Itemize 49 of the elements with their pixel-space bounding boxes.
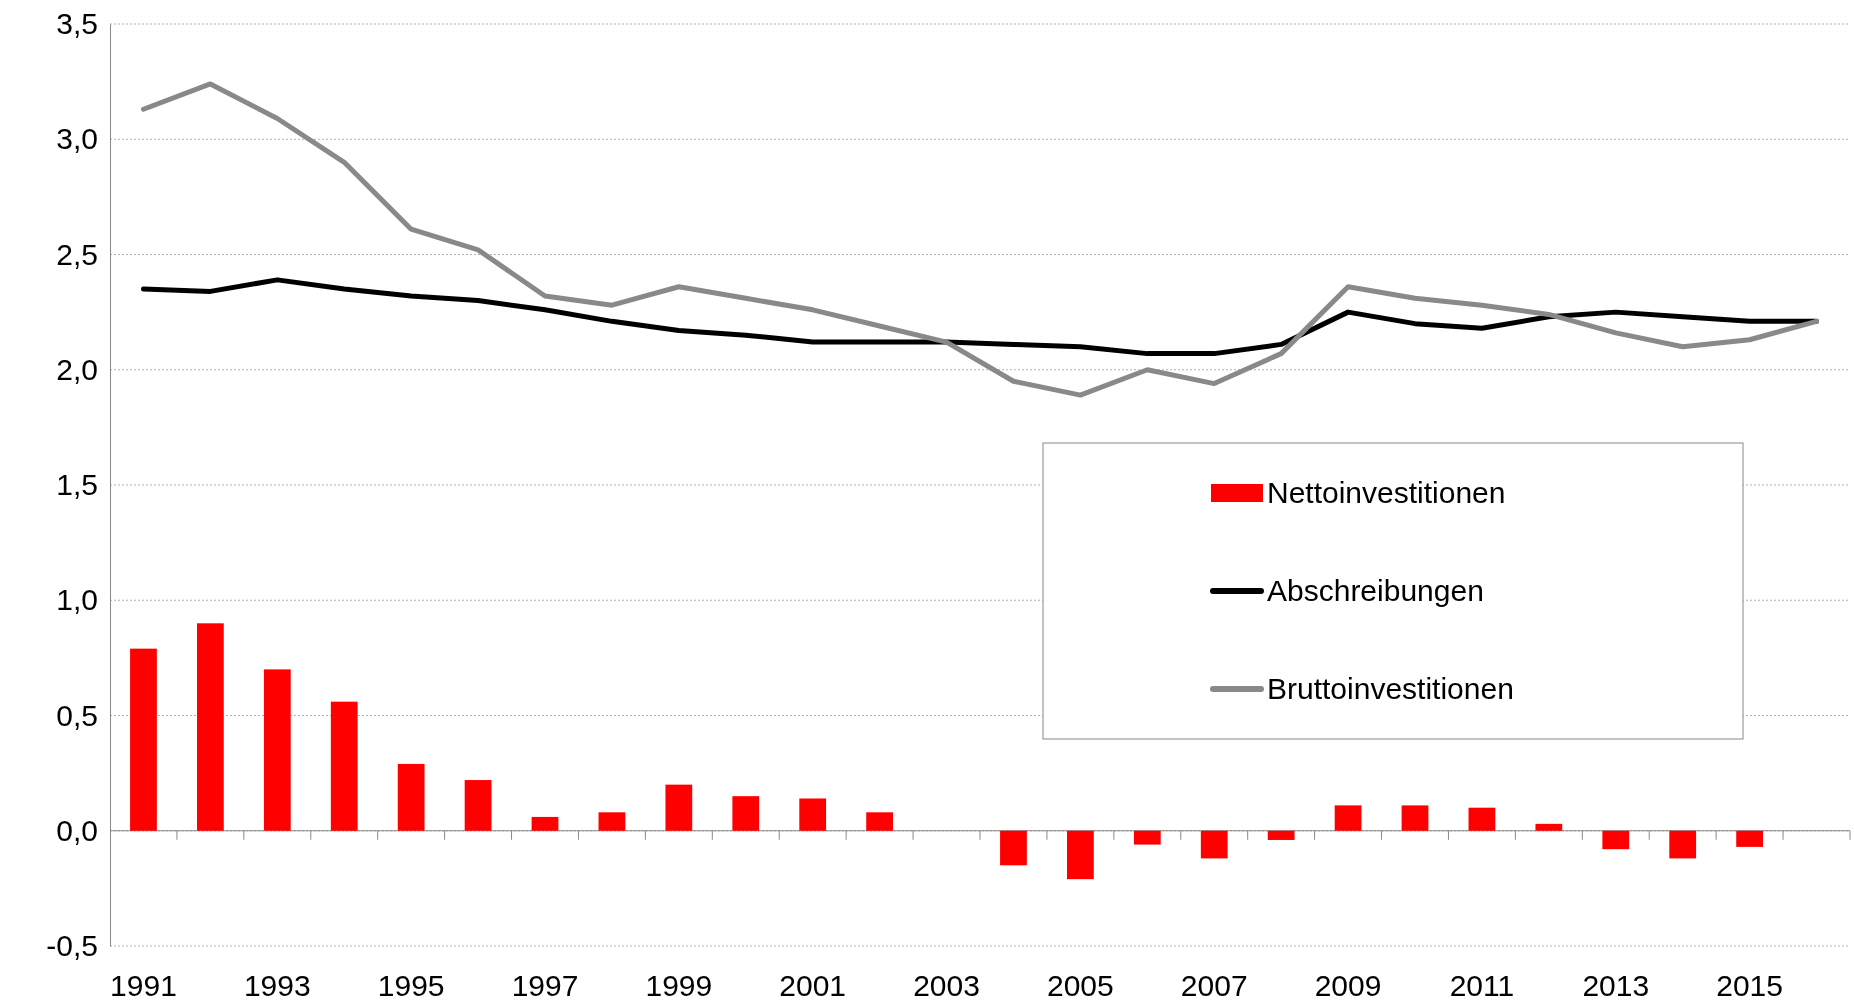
bar xyxy=(1535,823,1563,831)
bar xyxy=(397,763,425,831)
bar xyxy=(197,623,224,831)
bar xyxy=(1133,830,1161,845)
bar xyxy=(732,796,760,831)
bar xyxy=(1602,830,1630,850)
legend-label: Abschreibungen xyxy=(1267,574,1484,607)
bar xyxy=(1468,807,1496,831)
y-tick-label: 1,0 xyxy=(56,583,98,617)
bar xyxy=(1669,830,1697,859)
bar xyxy=(1334,805,1362,831)
legend-label: Nettoinvestitionen xyxy=(1267,476,1506,509)
x-tick-label: 2005 xyxy=(1047,969,1114,1002)
x-tick-label: 2013 xyxy=(1582,969,1650,1002)
y-tick-label: 0,5 xyxy=(56,698,98,732)
bar xyxy=(464,780,492,831)
bar xyxy=(1401,805,1429,831)
x-tick-label: 2003 xyxy=(913,969,980,1002)
bar xyxy=(665,784,693,831)
legend-label: Bruttoinvestitionen xyxy=(1267,672,1514,705)
bar xyxy=(531,816,559,831)
x-tick-label: 2015 xyxy=(1716,969,1783,1002)
bar xyxy=(330,701,358,831)
bar xyxy=(598,812,626,831)
x-tick-label: 2001 xyxy=(779,969,847,1002)
y-tick-label: 2,0 xyxy=(56,352,98,386)
bar xyxy=(1000,830,1027,866)
y-tick-label: -0,5 xyxy=(46,929,98,963)
y-tick-label: 2,5 xyxy=(56,237,98,271)
bar xyxy=(799,798,827,831)
x-tick-label: 2007 xyxy=(1180,969,1248,1002)
x-tick-label: 1993 xyxy=(243,969,311,1002)
x-tick-label: 2011 xyxy=(1449,969,1515,1002)
bar xyxy=(1067,830,1094,880)
bar xyxy=(1736,830,1763,847)
y-tick-label: 3,0 xyxy=(56,122,98,156)
bar xyxy=(1200,830,1228,859)
x-tick-label: 1991 xyxy=(110,969,177,1002)
bar xyxy=(263,669,291,831)
bar xyxy=(1267,830,1295,840)
y-tick-label: 1,5 xyxy=(56,468,98,502)
x-tick-label: 1999 xyxy=(645,969,713,1002)
y-tick-label: 3,5 xyxy=(56,7,98,41)
bar xyxy=(866,812,893,831)
x-tick-label: 1997 xyxy=(511,969,579,1002)
bar xyxy=(130,648,157,831)
x-tick-label: 1995 xyxy=(377,969,445,1002)
y-tick-label: 0,0 xyxy=(56,813,98,847)
x-tick-label: 2009 xyxy=(1314,969,1382,1002)
